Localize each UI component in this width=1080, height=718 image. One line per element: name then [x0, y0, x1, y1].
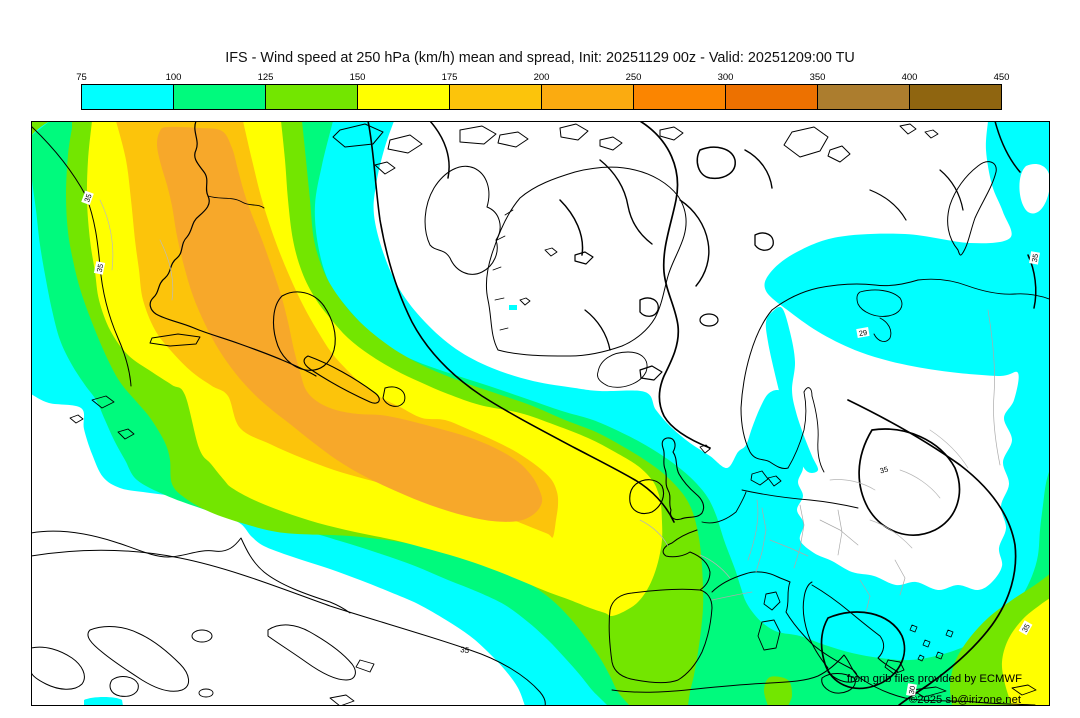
svg-text:from grib files provided by EC: from grib files provided by ECMWF [847, 673, 1022, 685]
svg-text:29: 29 [858, 328, 868, 338]
svg-text:35: 35 [1030, 253, 1040, 263]
svg-text:125: 125 [258, 72, 274, 83]
svg-text:150: 150 [350, 72, 366, 83]
svg-text:75: 75 [76, 72, 87, 83]
svg-text:30: 30 [907, 685, 917, 695]
svg-text:35: 35 [879, 465, 889, 476]
svg-text:35: 35 [460, 645, 471, 655]
svg-text:35: 35 [95, 263, 106, 273]
svg-text:©2025 sb@irizone.net: ©2025 sb@irizone.net [909, 694, 1022, 706]
svg-text:200: 200 [534, 72, 550, 83]
svg-text:400: 400 [902, 72, 918, 83]
svg-text:100: 100 [166, 72, 182, 83]
svg-text:300: 300 [718, 72, 734, 83]
svg-text:35: 35 [1020, 622, 1032, 634]
svg-text:350: 350 [810, 72, 826, 83]
svg-text:35: 35 [82, 193, 93, 204]
svg-text:175: 175 [442, 72, 458, 83]
svg-text:250: 250 [626, 72, 642, 83]
svg-text:450: 450 [994, 72, 1010, 83]
